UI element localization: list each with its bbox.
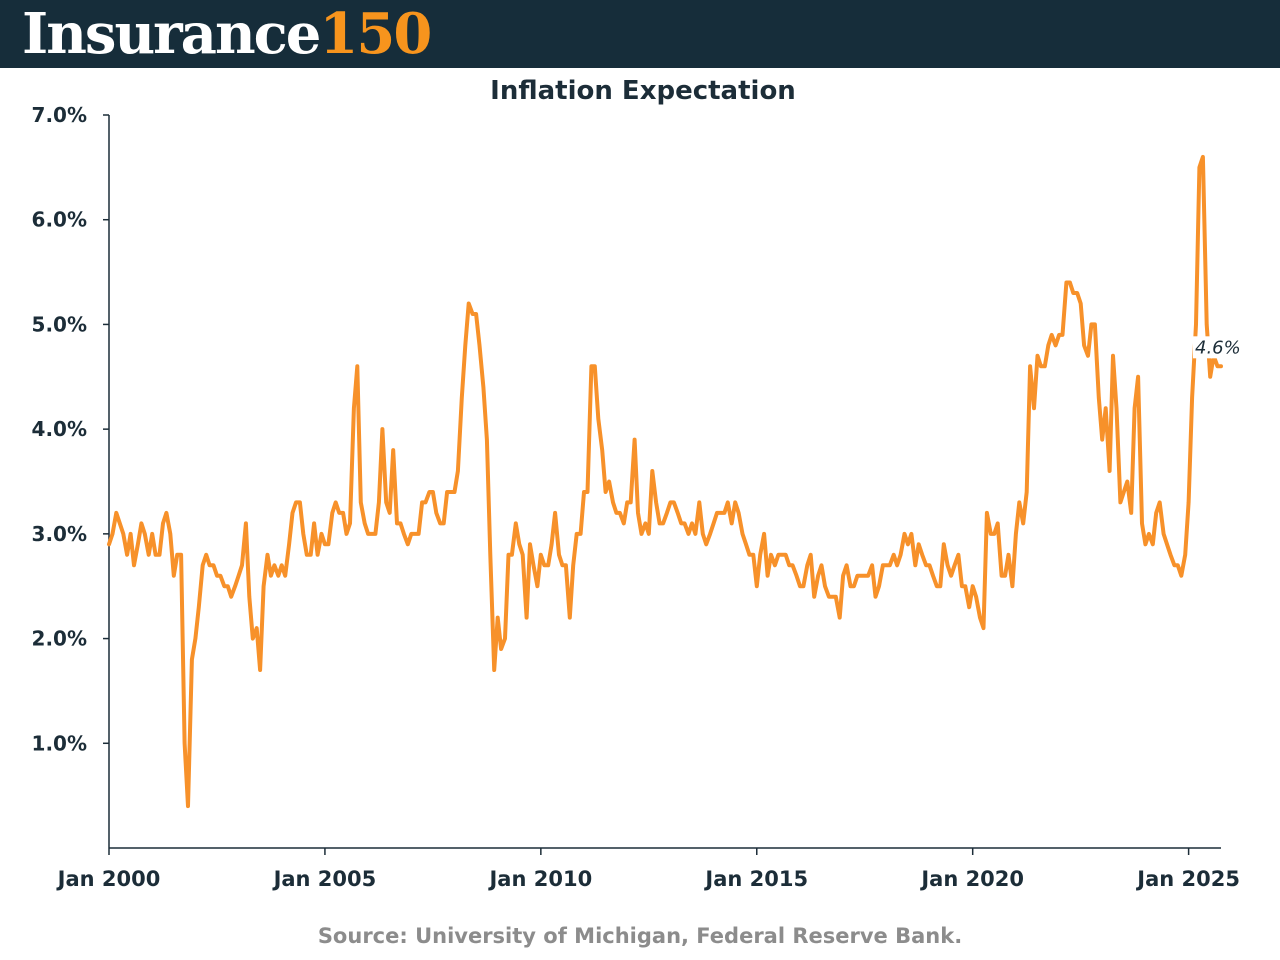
y-axis-ticks: 1.0% 2.0% 3.0% 4.0% 5.0% 6.0% 7.0%: [32, 103, 109, 755]
y-tick-label: 3.0%: [32, 522, 87, 546]
y-tick-label: 7.0%: [32, 103, 87, 127]
x-tick-label: Jan 2015: [703, 867, 808, 891]
x-tick-label: Jan 2010: [487, 867, 592, 891]
brand-logo-number: 150: [319, 1, 432, 67]
y-tick-label: 2.0%: [32, 627, 87, 651]
y-tick-label: 5.0%: [32, 312, 87, 336]
y-tick-label: 6.0%: [32, 208, 87, 232]
chart-axes: [108, 115, 1221, 849]
x-tick-label: Jan 2005: [272, 867, 377, 891]
end-value-label-group: 4.6%: [1193, 336, 1243, 359]
end-value-label-background: [1193, 336, 1243, 359]
brand-header: Insurance150: [0, 0, 1280, 68]
brand-logo: Insurance150: [22, 0, 432, 70]
y-tick-label: 1.0%: [32, 731, 87, 755]
series-line-inflation-expectation: [107, 154, 1223, 809]
source-note: Source: University of Michigan, Federal …: [317, 924, 963, 948]
y-tick-label: 4.0%: [32, 417, 87, 441]
x-axis-ticks: Jan 2000 Jan 2005 Jan 2010 Jan 2015 Jan 2020…: [56, 848, 1240, 891]
x-tick-label: Jan 2025: [1135, 867, 1240, 891]
brand-logo-word: Insurance: [22, 1, 321, 67]
x-tick-label: Jan 2020: [919, 867, 1024, 891]
chart-title: Inflation Expectation: [490, 76, 796, 106]
x-tick-label: Jan 2000: [56, 867, 161, 891]
end-value-label: 4.6%: [1195, 337, 1241, 358]
